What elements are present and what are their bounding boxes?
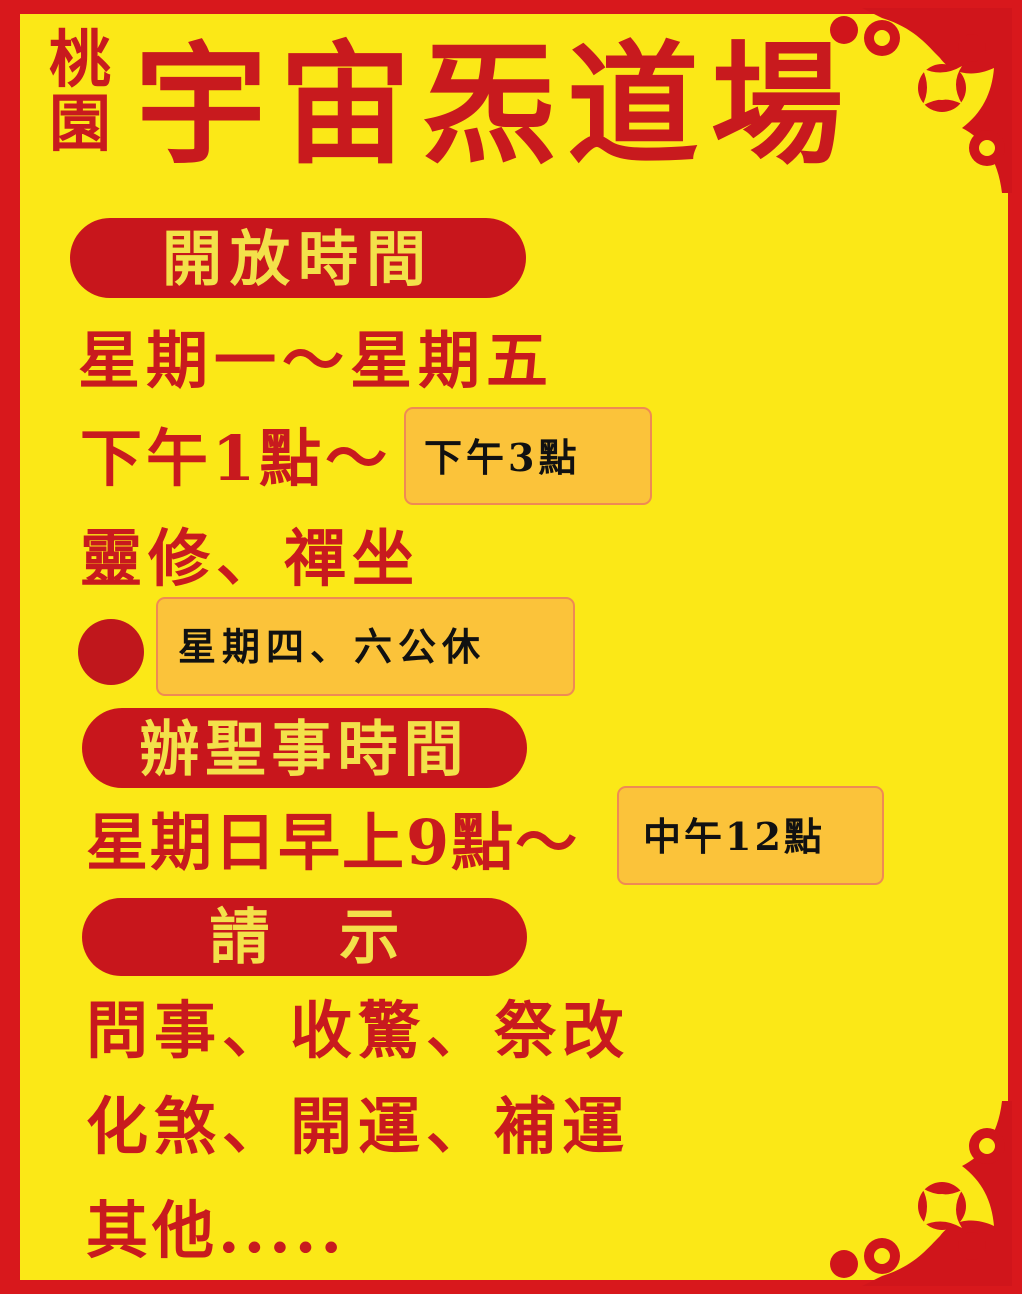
consultation-header: 請示	[82, 898, 527, 976]
border-right	[1008, 0, 1022, 1294]
border-top	[0, 0, 1022, 14]
ritual-time: 星期日早上9點～	[86, 806, 580, 879]
corner-ornament-bottom-icon	[830, 1101, 1012, 1286]
ritual-end-note: 中午12點	[617, 786, 884, 885]
border-bottom	[0, 1280, 1022, 1294]
consultation-line: 其他.....	[86, 1194, 346, 1267]
ritual-hours-header: 辦聖事時間	[82, 708, 527, 788]
red-dot-icon	[78, 619, 144, 685]
opening-time: 下午1點～	[80, 422, 392, 495]
corner-ornament-top-icon	[830, 8, 1012, 193]
opening-activities: 靈修、禪坐	[80, 522, 421, 595]
title-location: 桃園	[48, 23, 111, 160]
closed-days-note: 星期四、六公休	[156, 597, 575, 696]
border-left	[0, 0, 20, 1294]
opening-days: 星期一～星期五	[78, 324, 555, 397]
opening-hours-header: 開放時間	[70, 218, 526, 298]
opening-end-note: 下午3點	[404, 407, 652, 505]
consultation-line: 問事、收驚、祭改	[86, 994, 631, 1067]
page-title: 宇宙炁道場	[135, 28, 855, 183]
consultation-line: 化煞、開運、補運	[86, 1090, 631, 1163]
